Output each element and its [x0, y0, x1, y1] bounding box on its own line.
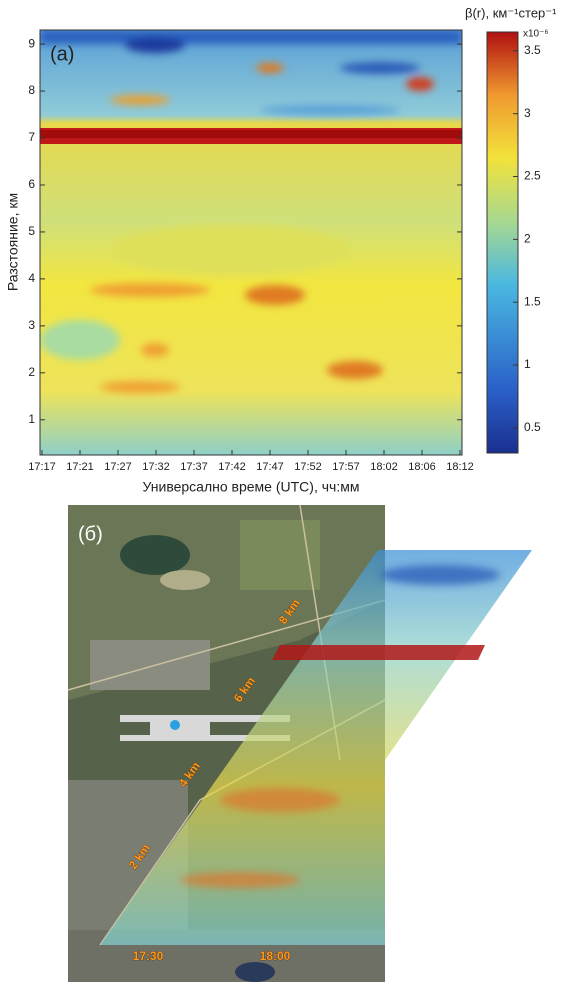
x-tick-label: 17:37 — [180, 461, 208, 473]
x-tick-label: 17:27 — [104, 461, 132, 473]
x-tick-label: 17:32 — [142, 461, 170, 473]
x-tick-label: 17:17 — [28, 461, 56, 473]
colorbar-tick-label: 2.5 — [524, 169, 541, 183]
plot-frame — [39, 29, 463, 456]
x-tick-label: 17:57 — [332, 461, 360, 473]
panel-label: (а) — [50, 43, 74, 65]
x-tick-label: 17:52 — [294, 461, 322, 473]
colorbar-tick-label: 3 — [524, 106, 531, 120]
map-panel: (б) 8 km 6 km 4 km 2 km 17:30 18:00 — [67, 504, 532, 982]
time-label: 17:30 — [133, 949, 164, 963]
x-tick-label: 18:06 — [408, 461, 436, 473]
panel-label: (б) — [78, 523, 103, 545]
y-tick-label: 4 — [28, 271, 35, 285]
colorbar — [486, 31, 519, 454]
y-tick-label: 1 — [28, 412, 35, 426]
y-tick-label: 8 — [28, 83, 35, 97]
x-tick-label: 18:12 — [446, 461, 474, 473]
heatmap-field — [40, 30, 462, 455]
colorbar-tick-label: 3.5 — [524, 43, 541, 57]
colorbar-tick-label: 1 — [524, 357, 531, 371]
x-axis-label: Универсално време (UTC), чч:мм — [143, 479, 360, 495]
time-label: 18:00 — [260, 949, 291, 963]
colorbar-tick-label: 0.5 — [524, 420, 541, 434]
y-tick-label: 6 — [28, 177, 35, 191]
y-axis-label: Разстояние, км — [5, 193, 21, 291]
x-tick-label: 18:02 — [370, 461, 398, 473]
y-tick-label: 5 — [28, 224, 35, 238]
y-tick-label: 9 — [28, 36, 35, 50]
y-tick-label: 3 — [28, 318, 35, 332]
colorbar-label: β(r), км⁻¹стер⁻¹ — [465, 5, 557, 20]
colorbar-tick-label: 1.5 — [524, 294, 541, 308]
x-tick-label: 17:21 — [66, 461, 94, 473]
x-tick-label: 17:47 — [256, 461, 284, 473]
colorbar-multiplier: x10⁻⁶ — [523, 29, 549, 40]
colorbar-tick-label: 2 — [524, 232, 531, 246]
y-tick-label: 2 — [28, 365, 35, 379]
y-tick-label: 7 — [28, 130, 35, 144]
x-tick-label: 17:42 — [218, 461, 246, 473]
